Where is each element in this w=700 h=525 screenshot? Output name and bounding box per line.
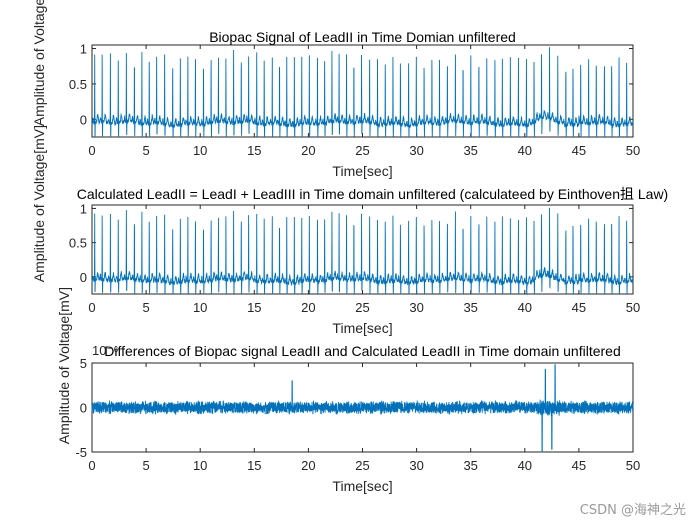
signal-line-3: [91, 364, 634, 453]
x-tick-label: 10: [193, 300, 207, 315]
y-tick-label: 5: [80, 356, 87, 371]
y-tick-label: 1: [80, 42, 87, 57]
x-tick-label: 0: [88, 143, 95, 158]
x-tick-label: 20: [301, 458, 315, 473]
x-tick-label: 45: [572, 143, 586, 158]
exponent-label: 10⁻⁶: [92, 343, 119, 358]
signal-line-2: [91, 207, 634, 296]
subplot-title: Differences of Biopac signal LeadII and …: [104, 343, 621, 359]
y-axis-label: Amplitude of Voltage[mV]: [56, 287, 72, 444]
y-tick-label: 0.5: [69, 77, 87, 92]
subplot-1: 0 5 10 15 20 25 30 35 40 45 50 0 0.5 1 Biopac Signal o…: [31, 0, 640, 179]
x-tick-label: 15: [247, 458, 261, 473]
x-tick-label: 5: [142, 300, 149, 315]
x-tick-label: 5: [142, 458, 149, 473]
x-tick-label: 0: [88, 300, 95, 315]
x-tick-label: 35: [463, 300, 477, 315]
signal-line-1: [91, 47, 634, 138]
y-tick-label: 0: [80, 112, 87, 127]
x-tick-label: 45: [572, 458, 586, 473]
x-tick-label: 25: [355, 300, 369, 315]
y-tick-label: -5: [75, 445, 87, 460]
x-tick-label: 10: [193, 143, 207, 158]
x-axis-label: Time[sec]: [332, 163, 392, 179]
x-tick-label: 50: [626, 143, 640, 158]
x-tick-label: 45: [572, 300, 586, 315]
x-tick-label: 35: [463, 143, 477, 158]
subplot-title: Biopac Signal of LeadII in Time Domian u…: [209, 29, 516, 45]
x-tick-label: 50: [626, 458, 640, 473]
y-tick-label: 0.5: [69, 236, 87, 251]
subplot-title: Calculated LeadII = LeadI + LeadIII in T…: [77, 186, 668, 202]
x-tick-label: 40: [518, 300, 532, 315]
x-tick-label: 5: [142, 143, 149, 158]
x-tick-label: 30: [409, 143, 423, 158]
watermark: CSDN @海神之光: [580, 503, 686, 518]
x-tick-label: 0: [88, 458, 95, 473]
x-tick-label: 50: [626, 300, 640, 315]
x-tick-label: 25: [355, 143, 369, 158]
y-tick-label: 0: [80, 270, 87, 285]
x-tick-label: 30: [409, 458, 423, 473]
x-tick-label: 35: [463, 458, 477, 473]
y-axis-label: Amplitude of Voltage[mV]: [31, 125, 47, 282]
x-tick-label: 40: [518, 458, 532, 473]
x-tick-label: 10: [193, 458, 207, 473]
y-tick-label: 0: [80, 401, 87, 416]
x-tick-label: 15: [247, 143, 261, 158]
x-tick-label: 20: [301, 143, 315, 158]
x-tick-label: 20: [301, 300, 315, 315]
x-tick-label: 15: [247, 300, 261, 315]
x-tick-label: 40: [518, 143, 532, 158]
x-tick-label: 30: [409, 300, 423, 315]
y-axis-label: Amplitude of Voltage[mV]: [31, 0, 47, 126]
y-tick-label: 1: [80, 201, 87, 216]
x-tick-label: 25: [355, 458, 369, 473]
x-axis-label: Time[sec]: [332, 478, 392, 494]
x-axis-label: Time[sec]: [332, 320, 392, 336]
